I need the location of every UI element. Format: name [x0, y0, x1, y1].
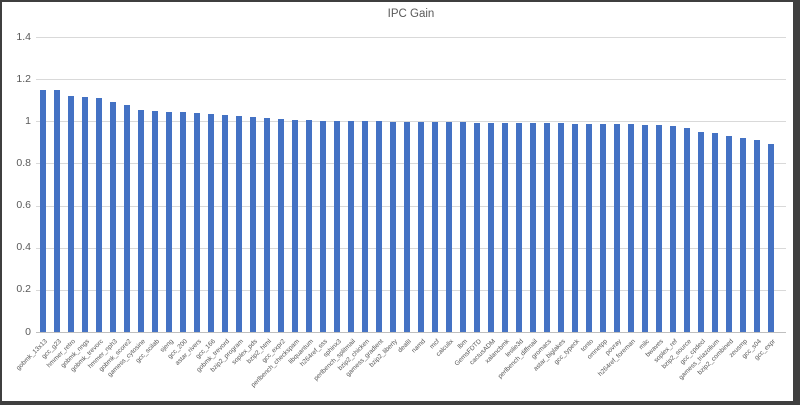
bar-namd — [418, 121, 424, 332]
gridline — [36, 205, 786, 207]
bar-gcc_expr2 — [278, 119, 284, 332]
bar-gamess_cytosine — [138, 110, 144, 332]
y-tick-label: 0.4 — [16, 241, 31, 254]
y-tick-label: 1 — [25, 114, 31, 127]
bar-gcc_166 — [208, 113, 214, 332]
bar-bzip2_html — [264, 118, 270, 332]
gridline — [36, 79, 786, 81]
y-tick-label: 1.2 — [16, 72, 31, 85]
bar-omnetpp — [600, 124, 606, 332]
bar-xalancbmk — [502, 122, 508, 332]
bar-perlbench_checkspam — [292, 120, 298, 332]
gridline — [36, 121, 786, 123]
bar-gcc_cpdecl — [698, 131, 704, 332]
bar-astar_rivers — [194, 113, 200, 332]
bar-tonto — [586, 123, 592, 332]
bar-lbm — [460, 122, 466, 332]
bar-gobmk_trevorc — [96, 98, 102, 332]
bar-dealII — [404, 121, 410, 332]
bar-gobmk_score2 — [124, 105, 130, 332]
y-tick-label: 0.2 — [16, 283, 31, 296]
bar-gamess_gradient — [376, 121, 382, 332]
bar-leslie3d — [516, 122, 522, 332]
x-axis-line — [36, 332, 786, 333]
gridline — [36, 289, 786, 291]
chart-title: IPC Gain — [387, 8, 435, 20]
bar-bzip2_source — [684, 127, 690, 332]
y-tick-label: 0.6 — [16, 199, 31, 212]
bar-bwaves — [656, 125, 662, 332]
bar-gcc_expr — [768, 144, 774, 332]
y-tick-label: 0.8 — [16, 156, 31, 169]
bar-libquantum — [306, 120, 312, 332]
gridline — [36, 163, 786, 165]
bar-milc — [642, 124, 648, 332]
bar-hmmer_retro — [68, 96, 74, 332]
bar-bzip2_chicken — [362, 121, 368, 332]
bar-soplex_ref — [670, 125, 676, 332]
bar-soplex_pds — [250, 117, 256, 332]
bar-zeusmp — [740, 138, 746, 332]
bar-gcc_typeck — [572, 123, 578, 332]
bar-astar_biglakes — [558, 123, 564, 332]
bar-sjeng — [166, 111, 172, 332]
bar-gromacs — [544, 123, 550, 332]
bar-bzip2_liberty — [390, 121, 396, 332]
bar-sphinx3 — [334, 121, 340, 332]
bar-hmmer_nph3 — [110, 102, 116, 332]
bar-gobmk_trevord — [222, 114, 228, 332]
bar-bzip2_combined — [726, 135, 732, 332]
bar-gamess_triazolium — [712, 132, 718, 332]
bar-perlbench_diffmail — [530, 123, 536, 332]
bar-gobmk_13x13 — [40, 89, 46, 332]
bar-mcf — [432, 122, 438, 332]
gridline — [36, 37, 786, 38]
bar-gobmk_nngs — [82, 97, 88, 332]
bar-gcc_g23 — [54, 90, 60, 332]
bar-perlbench_splitmail — [348, 121, 354, 332]
bar-calculix — [446, 122, 452, 332]
bar-gcc_s04 — [754, 139, 760, 332]
y-tick-label: 0 — [25, 325, 31, 338]
bar-GemsFDTD — [474, 122, 480, 332]
bar-povray — [614, 124, 620, 332]
y-tick-label: 1.4 — [16, 30, 31, 43]
bar-gcc_scilab — [152, 110, 158, 332]
gridline — [36, 247, 786, 249]
bar-bzip2_program — [236, 116, 242, 332]
bar-gcc_200 — [180, 112, 186, 332]
bar-h264ref_foreman — [628, 124, 634, 332]
bar-cactusADM — [488, 122, 494, 332]
bar-h264ref_sss — [320, 120, 326, 332]
